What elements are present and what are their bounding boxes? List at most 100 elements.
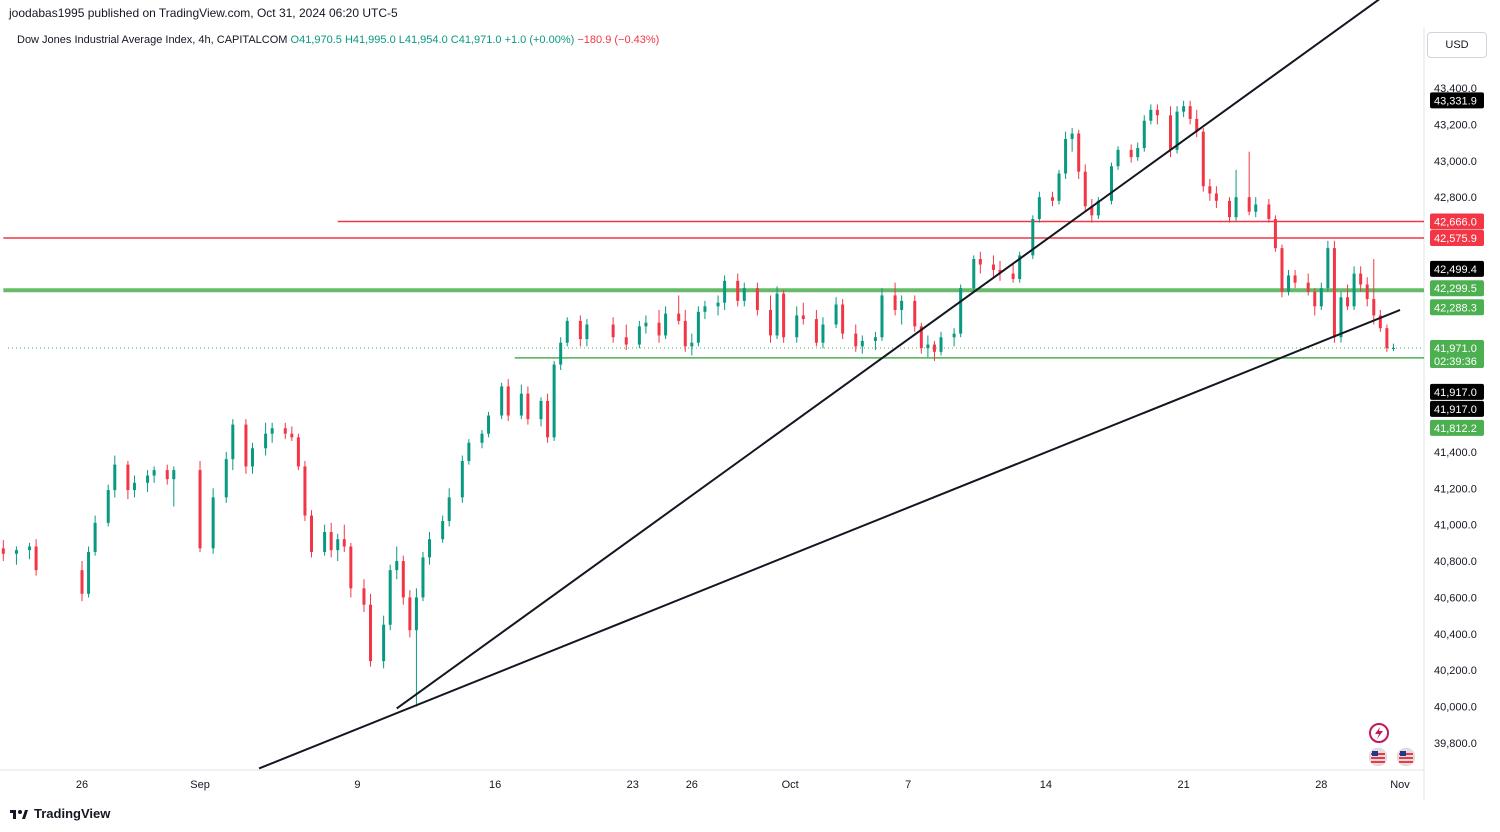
footer-brand[interactable]: TradingView [10, 806, 110, 821]
candle-body [795, 315, 799, 338]
price-label: 42,666.0 [1434, 217, 1477, 229]
x-tick-label: 9 [354, 779, 360, 791]
y-tick-label: 41,200.0 [1434, 483, 1477, 495]
candle-body [467, 442, 471, 461]
candle-body [1234, 197, 1238, 218]
candle-body [1247, 197, 1251, 212]
candle-body [736, 280, 740, 301]
lightning-icon[interactable] [1369, 723, 1389, 743]
candle-body [1391, 347, 1395, 349]
us-flag-icon[interactable] [1397, 748, 1415, 766]
candle-body [1339, 297, 1343, 338]
candle-body [93, 522, 97, 552]
candle-body [854, 333, 858, 347]
candle-body [546, 400, 550, 438]
candle-body [755, 288, 759, 310]
candle-body [624, 337, 628, 345]
change-value: −180.9 (−0.43%) [577, 34, 660, 46]
candle-body [487, 415, 491, 434]
candle-body [716, 302, 720, 307]
trendline [258, 309, 1401, 770]
candle-body [388, 570, 392, 625]
candle-body [414, 597, 418, 631]
x-tick-label: 21 [1177, 779, 1189, 791]
candle-body [296, 437, 300, 467]
candle-body [677, 313, 681, 321]
y-tick-label: 40,600.0 [1434, 592, 1477, 604]
symbol-name: Dow Jones Industrial Average Index, 4h, … [17, 34, 288, 46]
candle-body [991, 264, 995, 270]
candle-body [1116, 149, 1120, 167]
y-tick-label: 43,200.0 [1434, 119, 1477, 131]
candle-body [913, 300, 917, 327]
candle-body [880, 295, 884, 338]
candle-body [1385, 328, 1389, 349]
candle-body [565, 320, 569, 343]
candle-body [1378, 315, 1382, 329]
candle-body [211, 497, 215, 549]
x-tick-label: 16 [489, 779, 501, 791]
candle-body [1267, 204, 1271, 219]
candle-body [250, 448, 254, 467]
x-tick-label: 26 [686, 779, 698, 791]
candle-body [952, 333, 956, 338]
candle-body [782, 293, 786, 338]
candle-body [939, 337, 943, 352]
candle-body [408, 597, 412, 631]
y-tick-label: 41,000.0 [1434, 520, 1477, 532]
candle-body [1011, 273, 1015, 280]
candle-body [1208, 186, 1212, 194]
candle-body [1109, 166, 1113, 201]
candle-body [932, 344, 936, 352]
x-tick-label: 23 [627, 779, 639, 791]
price-label-box [1430, 299, 1484, 316]
publisher-caption: joodabas1995 published on TradingView.co… [9, 6, 398, 20]
currency-button[interactable]: USD [1427, 32, 1487, 58]
candle-body [978, 259, 982, 265]
candle-body [1372, 299, 1376, 316]
y-tick-label: 41,400.0 [1434, 447, 1477, 459]
y-tick-label: 40,400.0 [1434, 629, 1477, 641]
price-label: 41,812.2 [1434, 423, 1477, 435]
candle-body [860, 340, 864, 347]
candle-body [1070, 133, 1074, 139]
candle-body [1142, 120, 1146, 149]
candle-body [1090, 206, 1094, 216]
candle-body [769, 309, 773, 336]
candle-body [428, 539, 432, 558]
y-tick-label: 40,000.0 [1434, 702, 1477, 714]
candle-body [919, 326, 923, 349]
candle-body [264, 433, 268, 449]
candles-group [1, 100, 1395, 707]
candle-body [310, 515, 314, 552]
candle-body [723, 280, 727, 303]
candle-body [1201, 131, 1205, 187]
symbol-legend: Dow Jones Industrial Average Index, 4h, … [17, 34, 659, 46]
candle-body [926, 344, 930, 349]
candle-body [146, 475, 150, 483]
y-tick-label: 40,200.0 [1434, 665, 1477, 677]
candle-body [1287, 275, 1291, 292]
candle-body [480, 433, 484, 443]
countdown-label: 02:39:36 [1434, 356, 1477, 368]
candle-body [1031, 219, 1035, 256]
us-flag-icon[interactable] [1369, 748, 1387, 766]
candle-body [132, 482, 136, 491]
candle-body [1018, 255, 1022, 280]
candle-body [500, 386, 504, 416]
x-tick-label: 28 [1315, 779, 1327, 791]
candle-body [1077, 133, 1081, 172]
price-label-box [1430, 229, 1484, 246]
candle-body [1050, 197, 1054, 201]
candle-body [421, 557, 425, 598]
candle-body [362, 588, 366, 605]
candle-body [1057, 173, 1061, 201]
candle-body [644, 322, 648, 327]
candle-body [1083, 171, 1087, 207]
candle-body [329, 531, 333, 551]
candle-body [559, 342, 563, 365]
candle-body [1136, 148, 1140, 158]
candle-body [703, 306, 707, 312]
x-tick-label: Sep [190, 779, 210, 791]
